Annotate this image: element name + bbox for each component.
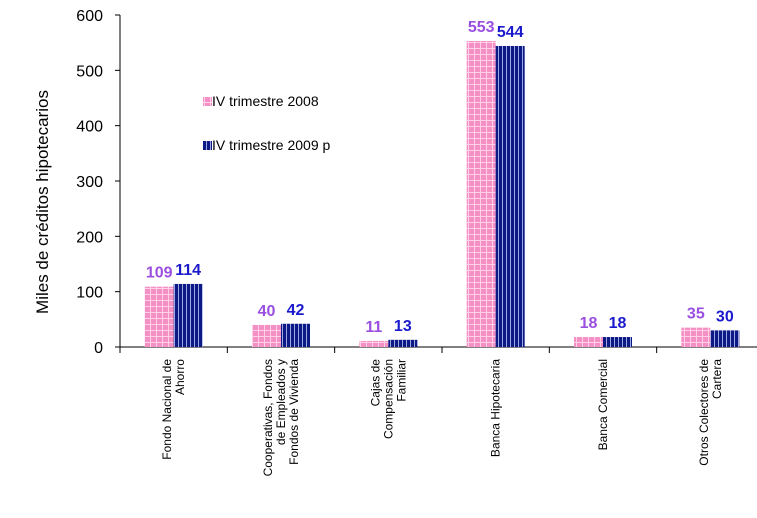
category-label-line: Familiar xyxy=(394,359,408,402)
data-label-2008: 40 xyxy=(258,303,276,320)
y-axis-label: Miles de créditos hipotecarios xyxy=(33,90,52,314)
category-label: Banca Comercial xyxy=(596,359,610,450)
data-label-2008: 35 xyxy=(687,306,705,323)
data-label-2008: 18 xyxy=(580,315,598,332)
category-label-line: Fondos de Vivienda xyxy=(287,359,301,465)
y-tick-label: 400 xyxy=(76,119,103,136)
data-label-2009: 30 xyxy=(716,308,734,325)
y-tick-label: 200 xyxy=(76,229,103,246)
category-label: Fondo Nacional de Ahorro xyxy=(160,359,187,460)
category-label-line: de Empleados y xyxy=(274,359,288,445)
data-label-2009: 114 xyxy=(175,262,201,279)
data-label-2009: 18 xyxy=(609,315,627,332)
category-label-line: Cajas de xyxy=(368,359,382,407)
category-label-line: Cooperativas, Fondos xyxy=(261,359,275,476)
data-label-2009: 42 xyxy=(287,302,305,319)
legend-item-2008: IV trimestre 2008 xyxy=(203,93,319,109)
x-ticks xyxy=(119,347,658,353)
bar-2009 xyxy=(710,330,740,347)
bar-2009 xyxy=(388,339,418,347)
category-label-line: Cartera xyxy=(710,359,724,399)
data-label-2008: 553 xyxy=(468,19,495,36)
bar-2008 xyxy=(574,337,603,347)
bar-2008 xyxy=(144,286,174,347)
bar-2008 xyxy=(466,41,496,348)
data-label-2008: 11 xyxy=(365,319,382,336)
y-tick-label: 0 xyxy=(94,340,103,357)
bar-2009 xyxy=(173,283,203,347)
data-labels: 109 114 40 42 11 13 553 544 18 18 35 30 xyxy=(146,19,734,336)
bar-2009 xyxy=(603,337,632,347)
y-tick-label: 500 xyxy=(76,63,103,80)
bar-2008 xyxy=(252,324,281,347)
bar-2008 xyxy=(681,327,711,347)
y-tick-label: 600 xyxy=(76,8,103,25)
category-label-line: Compensación xyxy=(381,359,395,439)
legend-label-2008: IV trimestre 2008 xyxy=(212,93,319,109)
y-tick-label: 300 xyxy=(76,174,103,191)
bar-2009 xyxy=(281,323,310,347)
category-label: Banca Hipotecaria xyxy=(489,359,503,457)
bar-2008 xyxy=(359,340,389,347)
bars xyxy=(144,41,740,348)
data-label-2008: 109 xyxy=(146,265,173,282)
category-label-line: Ahorro xyxy=(173,359,187,395)
y-tick-label: 100 xyxy=(76,285,103,302)
legend-label-2009: IV trimestre 2009 p xyxy=(212,137,330,153)
category-label: Cooperativas, Fondos de Empleados y Fondos… xyxy=(261,359,301,477)
legend: IV trimestre 2008 IV trimestre 2009 p xyxy=(203,93,330,153)
bar-2009 xyxy=(495,45,525,348)
category-label: Otros Colectores de Cartera xyxy=(697,359,724,466)
legend-item-2009: IV trimestre 2009 p xyxy=(203,137,330,153)
category-label-line: Otros Colectores de xyxy=(697,359,711,466)
data-label-2009: 544 xyxy=(497,24,524,41)
legend-swatch-2009 xyxy=(203,141,212,150)
category-label: Cajas de Compensación Familiar xyxy=(368,359,408,439)
legend-swatch-2008 xyxy=(203,97,212,106)
y-ticks: 0 100 200 300 400 500 600 xyxy=(76,8,120,357)
category-label-line: Fondo Nacional de xyxy=(160,359,174,460)
category-labels: Fondo Nacional de Ahorro Cooperativas, Fon… xyxy=(160,359,724,477)
category-label-line: Banca Hipotecaria xyxy=(489,359,503,457)
data-label-2009: 13 xyxy=(394,318,412,335)
axes xyxy=(119,15,757,348)
category-label-line: Banca Comercial xyxy=(596,359,610,450)
